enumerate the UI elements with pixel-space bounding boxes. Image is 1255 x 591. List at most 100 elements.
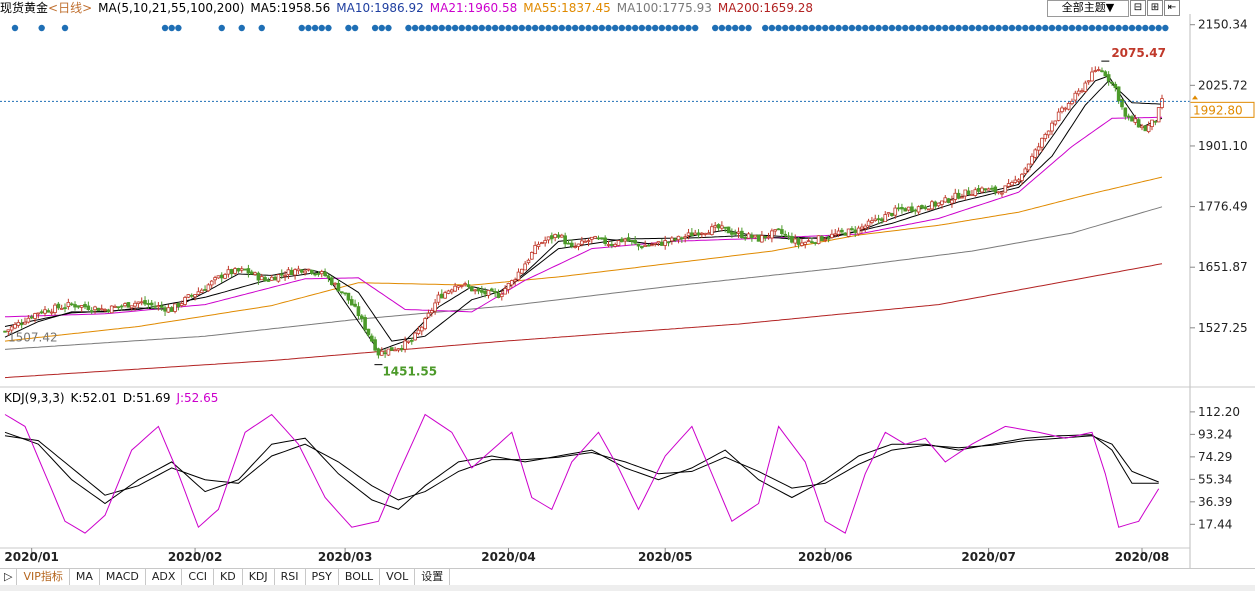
- candle-body: [906, 206, 911, 211]
- candle-body: [196, 291, 201, 295]
- signal-dot: [411, 24, 419, 32]
- signal-dot: [1028, 24, 1036, 32]
- candle-body: [79, 305, 84, 308]
- candle-body: [756, 234, 761, 242]
- signal-dot: [61, 24, 69, 32]
- signal-dot: [1102, 24, 1109, 32]
- tabs-scroll-icon[interactable]: ▷: [0, 569, 18, 585]
- signal-dot: [638, 24, 646, 32]
- candle-body: [163, 307, 167, 312]
- tab-macd[interactable]: MACD: [100, 569, 146, 585]
- candle-body: [356, 306, 361, 317]
- tab-vip[interactable]: VIP指标: [17, 569, 70, 585]
- tab-settings[interactable]: 设置: [415, 569, 451, 585]
- candle-body: [193, 294, 197, 298]
- candle-body: [189, 294, 194, 297]
- candle-body: [243, 268, 247, 271]
- candle-body: [66, 302, 71, 307]
- signal-dot: [762, 24, 769, 32]
- candle-body: [896, 207, 901, 210]
- candle-body: [893, 207, 898, 216]
- signal-dot: [1055, 24, 1062, 32]
- candle-body: [530, 252, 534, 260]
- zoom-in-icon[interactable]: ⊞: [1147, 0, 1163, 16]
- candle-body: [413, 332, 417, 341]
- signal-dot: [995, 24, 1002, 32]
- candle-body: [886, 212, 891, 215]
- signal-dot: [631, 24, 639, 32]
- candle-body: [1130, 116, 1134, 122]
- candle-body: [119, 305, 124, 308]
- tab-rsi[interactable]: RSI: [275, 569, 306, 585]
- candle-body: [1143, 125, 1148, 132]
- signal-dot: [175, 24, 182, 32]
- signal-dot: [738, 24, 746, 32]
- candle-body: [309, 269, 314, 274]
- candle-body: [203, 289, 207, 291]
- candle-body: [1146, 124, 1151, 132]
- candle-body: [149, 302, 154, 306]
- candle-body: [26, 317, 31, 323]
- candle-body: [93, 306, 97, 311]
- candle-body: [840, 229, 844, 233]
- candle-body: [500, 293, 504, 298]
- candle-body: [1010, 182, 1014, 186]
- tab-kdj[interactable]: KDJ: [243, 569, 275, 585]
- signal-dot: [445, 24, 452, 32]
- candle-body: [716, 224, 721, 229]
- candle-body: [640, 246, 644, 249]
- current-price-label: 1992.80: [1193, 103, 1243, 117]
- kdj-tick-label: 112.20: [1198, 405, 1240, 419]
- candle-body: [216, 275, 221, 279]
- jump-start-icon[interactable]: ⇤: [1164, 0, 1180, 16]
- candle-body: [159, 305, 164, 308]
- signal-dot: [768, 24, 776, 32]
- candle-body: [353, 303, 357, 307]
- candle-body: [1140, 125, 1144, 129]
- tab-kd[interactable]: KD: [214, 569, 243, 585]
- candle-body: [610, 243, 614, 246]
- start-annotation: 1507.42: [8, 330, 58, 344]
- candle-body: [273, 276, 277, 281]
- candle-body: [223, 274, 227, 279]
- candle-body: [590, 236, 594, 240]
- tab-psy[interactable]: PSY: [306, 569, 339, 585]
- theme-dropdown[interactable]: 全部主题▼: [1047, 0, 1129, 17]
- candle-body: [693, 232, 697, 236]
- candle-body: [663, 240, 667, 246]
- candle-body: [1026, 163, 1031, 171]
- signal-dot: [1002, 24, 1009, 32]
- y-tick-label: 1901.10: [1198, 139, 1248, 153]
- signal-dot: [571, 24, 579, 32]
- tab-vol[interactable]: VOL: [380, 569, 416, 585]
- candle-body: [283, 274, 287, 277]
- y-tick-label: 2150.34: [1198, 18, 1248, 32]
- signal-dot: [1042, 24, 1049, 32]
- signal-dot: [345, 24, 352, 32]
- candle-body: [1046, 130, 1051, 136]
- candle-body: [983, 188, 988, 191]
- candle-body: [936, 202, 941, 207]
- tab-cci[interactable]: CCI: [182, 569, 215, 585]
- candle-body: [1020, 173, 1024, 181]
- scroll-strip[interactable]: [0, 585, 1255, 591]
- ma-set-label[interactable]: MA(5,10,21,55,100,200): [98, 1, 245, 15]
- ma55-line: [4, 176, 1163, 342]
- tab-boll[interactable]: BOLL: [339, 569, 381, 585]
- zoom-out-icon[interactable]: ⊟: [1130, 0, 1146, 16]
- candle-body: [1093, 70, 1098, 72]
- signal-dot: [11, 24, 19, 32]
- signal-dot: [385, 24, 392, 32]
- candle-body: [73, 304, 77, 308]
- tab-ma[interactable]: MA: [70, 569, 100, 585]
- signal-dot: [38, 24, 45, 32]
- candle-body: [903, 208, 908, 212]
- candle-body: [750, 234, 754, 239]
- period-label[interactable]: <日线>: [48, 1, 93, 15]
- candle-body: [570, 242, 574, 247]
- candle-body: [326, 275, 331, 279]
- tab-adx[interactable]: ADX: [146, 569, 183, 585]
- candle-body: [123, 303, 127, 307]
- candle-body: [920, 205, 924, 209]
